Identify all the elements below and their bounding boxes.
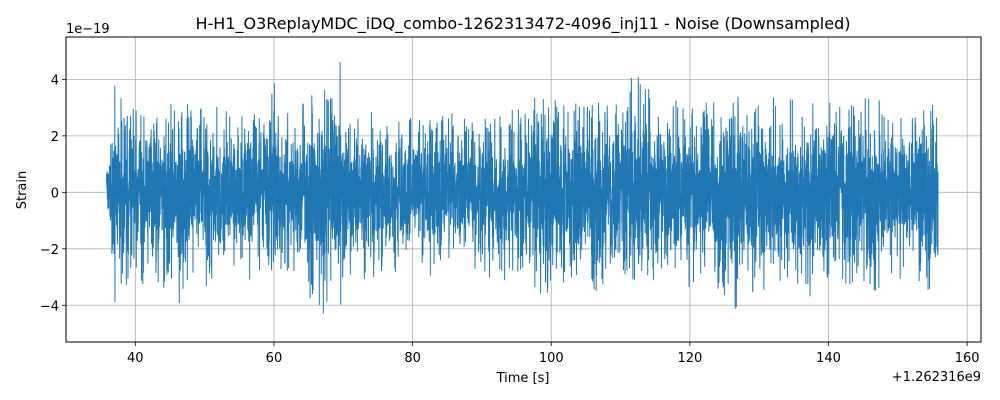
x-tick-label: 120 [677,351,702,366]
chart-title: H-H1_O3ReplayMDC_iDQ_combo-1262313472-40… [196,14,851,34]
y-tick-label: 0 [51,186,59,201]
x-axis-offset-label: +1.262316e9 [892,370,981,385]
x-tick-label: 100 [539,351,564,366]
x-tick-label: 40 [127,351,144,366]
y-axis-exponent-label: 1e−19 [66,22,110,37]
x-tick-label: 60 [266,351,283,366]
x-axis-label: Time [s] [496,371,550,386]
y-tick-label: 4 [51,73,59,88]
x-tick-label: 80 [404,351,421,366]
y-tick-label: −4 [40,299,59,314]
y-tick-label: −2 [40,243,59,258]
x-tick-label: 160 [955,351,980,366]
y-tick-label: 2 [51,130,59,145]
x-axis-ticks: 40 60 80 100 120 140 160 [127,342,980,366]
y-axis-ticks: −4 −2 0 2 4 [40,73,66,314]
noise-series-line [105,62,939,314]
y-axis-label: Strain [15,171,30,210]
series-layer [105,62,939,314]
x-tick-label: 140 [816,351,841,366]
plot-border [65,36,982,343]
